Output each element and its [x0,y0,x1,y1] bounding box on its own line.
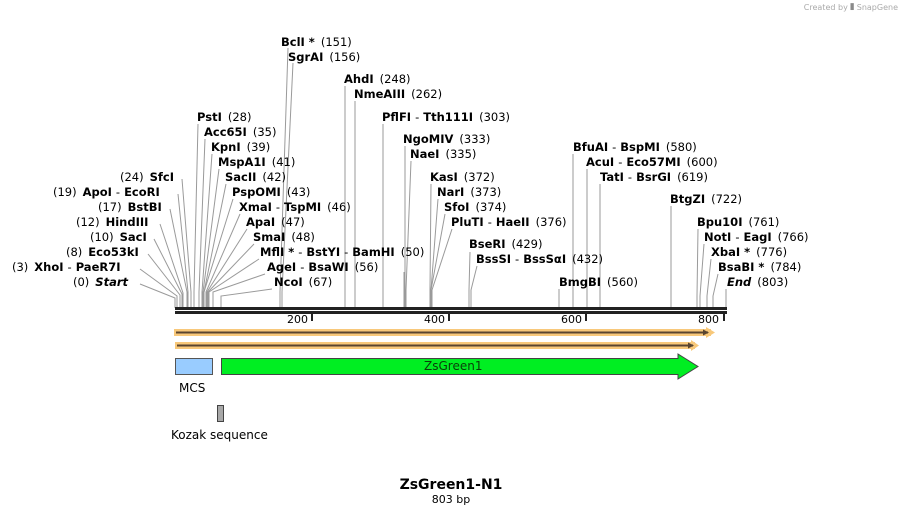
site-apoi[interactable]: (19) ApoI - EcoRI [53,185,160,199]
sequence-length: 803 bp [431,493,471,506]
site-psti[interactable]: PstI (28) [197,110,252,124]
site-acui[interactable]: AcuI - Eco57MI (600) [586,155,718,169]
brand-prefix: Created by [803,2,848,12]
site-xhoi[interactable]: (3) XhoI - PaeR7I [12,260,121,274]
snapgene-logo-icon: ▮ [849,2,855,12]
site-end[interactable]: End (803) [727,275,789,289]
kozak-feature[interactable] [217,405,224,422]
zsgreen1-feature[interactable] [221,353,699,380]
site-bstbi[interactable]: (17) BstBI [98,200,162,214]
dna-strand-bottom [175,311,727,314]
sequence-title: ZsGreen1-N1 [399,477,503,493]
ruler-ticks [311,314,725,321]
site-nmeaiii[interactable]: NmeAIII (262) [354,87,443,101]
site-tati[interactable]: TatI - BsrGI (619) [600,170,708,184]
site-hindiii[interactable]: (12) HindIII [76,215,149,229]
site-naei[interactable]: NaeI (335) [410,147,477,161]
site-saci[interactable]: (10) SacI [90,230,147,244]
site-pluti[interactable]: PluTI - HaeII (376) [451,215,567,229]
site-bfuai[interactable]: BfuAI - BspMI (580) [573,140,697,154]
site-pflfi[interactable]: PflFI - Tth111I (303) [382,110,511,124]
site-nari[interactable]: NarI (373) [437,185,502,199]
site-sfci[interactable]: (24) SfcI [120,170,174,184]
site-kpni[interactable]: KpnI (39) [211,140,271,154]
zsgreen1-label: ZsGreen1 [424,359,483,373]
site-sacii[interactable]: SacII (42) [225,170,287,184]
site-agei[interactable]: AgeI - BsaWI (56) [267,260,379,274]
mcs-feature[interactable] [175,358,213,375]
site-psppomi[interactable]: PspOMI (43) [232,185,311,199]
site-mfli[interactable]: MflI * - BstYI - BamHI (50) [260,245,425,259]
ruler-label-600: 600 [561,313,582,326]
site-bsssi[interactable]: BssSI - BssSαI (432) [476,252,604,266]
site-mspa1i[interactable]: MspA1I (41) [218,155,296,169]
site-eco53ki[interactable]: (8) Eco53kI [66,245,139,259]
orf-arrow-2[interactable] [175,340,699,351]
dna-strand-top [175,307,727,310]
site-ngomiv[interactable]: NgoMIV (333) [403,132,491,146]
site-xmai[interactable]: XmaI - TspMI (46) [239,200,351,214]
site-apai[interactable]: ApaI (47) [246,215,305,229]
site-start[interactable]: (0) Start [73,275,129,289]
site-bpu10i[interactable]: Bpu10I (761) [697,215,780,229]
brand-name: SnapGene [856,2,898,12]
orf-arrow-1[interactable] [174,327,715,338]
snapgene-brand: Created by ▮ SnapGene [804,2,898,12]
site-bmgbi[interactable]: BmgBI (560) [559,275,638,289]
ruler-label-200: 200 [287,313,308,326]
ruler-label-800: 800 [698,313,719,326]
site-kasi[interactable]: KasI (372) [430,170,495,184]
site-bsabi[interactable]: BsaBI * (784) [718,260,802,274]
site-xbai[interactable]: XbaI * (776) [711,245,788,259]
site-bcli[interactable]: BclI * (151) [281,35,352,49]
site-smai[interactable]: SmaI (48) [253,230,315,244]
site-ncoi[interactable]: NcoI (67) [274,275,333,289]
site-noti[interactable]: NotI - EagI (766) [704,230,809,244]
site-bseri[interactable]: BseRI (429) [469,237,543,251]
site-sfoi[interactable]: SfoI (374) [444,200,507,214]
mcs-label: MCS [179,381,206,395]
kozak-label: Kozak sequence [171,428,268,442]
cut-site-leaders [139,47,727,308]
site-ahdi[interactable]: AhdI (248) [344,72,411,86]
site-btgzi[interactable]: BtgZI (722) [670,192,743,206]
site-sgrai[interactable]: SgrAI (156) [288,50,361,64]
site-acc65i[interactable]: Acc65I (35) [204,125,277,139]
ruler-label-400: 400 [424,313,445,326]
